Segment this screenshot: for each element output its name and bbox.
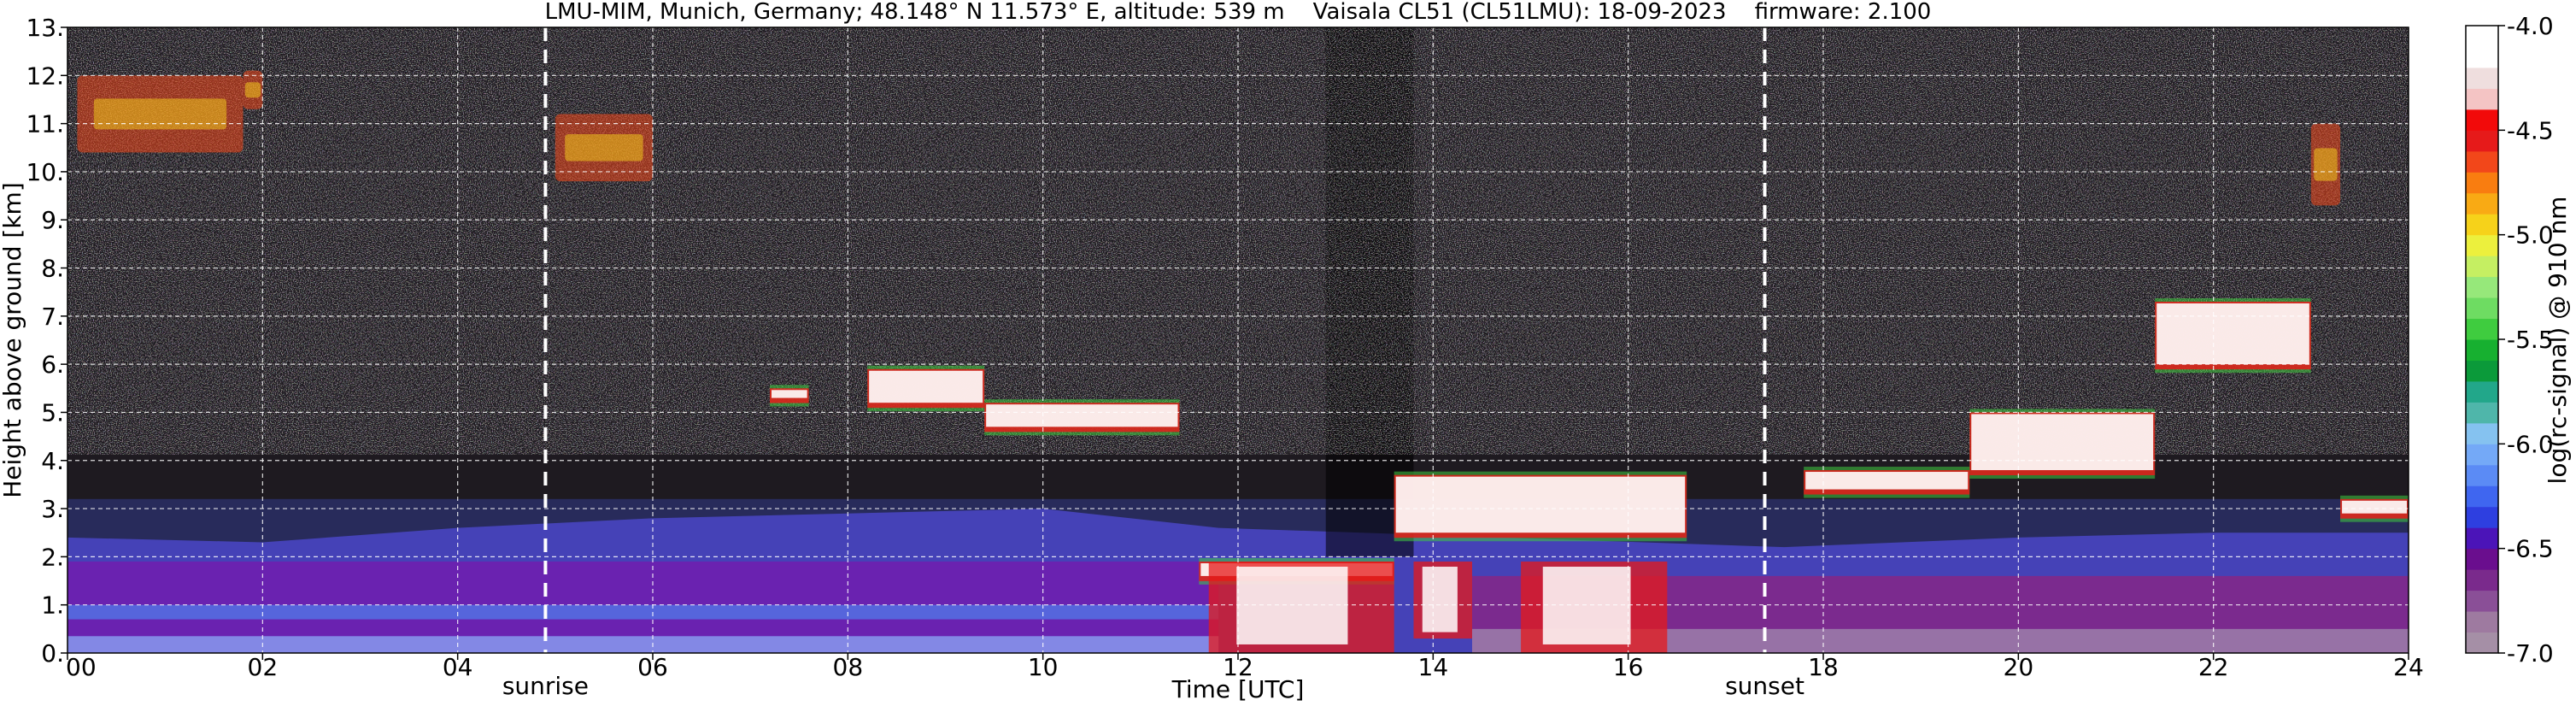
x-tick-label-0: 00 — [66, 653, 97, 681]
y-tick-label-5: 5. — [41, 398, 64, 427]
y-tick-label-8: 8. — [41, 255, 64, 283]
colorbar-segment-20 — [2466, 214, 2498, 236]
y-tick-label-12: 12. — [26, 62, 64, 90]
colorbar-tick-label-5: -6.5 — [2507, 535, 2554, 563]
colorbar-segment-14 — [2466, 339, 2498, 361]
y-axis-ticks: 0. 1. 2. 3. 4. 5. 6. 7. 8. 9. 10. 11. 12. 13. — [26, 14, 67, 668]
colorbar-segment-23 — [2466, 150, 2498, 173]
cloud-base-2 — [986, 404, 1178, 427]
y-tick-label-9: 9. — [41, 206, 64, 234]
cloud-base-5 — [1805, 472, 1969, 490]
colorbar-segment-4 — [2466, 548, 2498, 570]
cloud-features — [77, 70, 2409, 653]
y-tick-label-6: 6. — [41, 350, 64, 379]
colorbar-label: log(rc-signal) @ 910 nm — [2544, 197, 2572, 485]
cloud-base-6 — [1971, 414, 2154, 471]
colorbar-segment-15 — [2466, 318, 2498, 340]
surface-band-morning — [67, 636, 1219, 653]
y-tick-label-3: 3. — [41, 495, 64, 523]
x-tick-label-9: 18 — [1808, 653, 1839, 681]
event-label-sunset: sunset — [1725, 672, 1804, 700]
colorbar-segment-27 — [2466, 67, 2498, 89]
y-axis-label: Height above ground [km] — [0, 182, 26, 498]
y-tick-label-4: 4. — [41, 447, 64, 475]
colorbar-segment-5 — [2466, 527, 2498, 550]
colorbar-segment-6 — [2466, 506, 2498, 528]
y-tick-label-10: 10. — [26, 158, 64, 186]
event-lines — [543, 27, 1767, 653]
colorbar-segment-29 — [2466, 26, 2498, 47]
colorbar-segment-26 — [2466, 88, 2498, 110]
colorbar-segment-28 — [2466, 46, 2498, 68]
colorbar-segment-17 — [2466, 276, 2498, 298]
colorbar-segment-0 — [2466, 632, 2498, 654]
colorbar-tick-label-0: -4.0 — [2507, 12, 2554, 40]
colorbar-segment-8 — [2466, 464, 2498, 486]
y-tick-label-11: 11. — [26, 110, 64, 138]
fall-streak-core-1 — [1422, 567, 1458, 632]
chart-title: LMU-MIM, Munich, Germany; 48.148° N 11.5… — [545, 0, 1932, 25]
event-label-sunrise: sunrise — [502, 672, 589, 700]
grid-lines — [67, 27, 2409, 653]
cirrus-core-0 — [93, 98, 227, 130]
colorbar-segment-19 — [2466, 234, 2498, 256]
fall-streak-core-0 — [1236, 567, 1348, 644]
x-tick-label-7: 14 — [1418, 653, 1449, 681]
cirrus-core-2 — [565, 134, 643, 162]
x-tick-label-11: 22 — [2198, 653, 2229, 681]
cloud-base-1 — [869, 370, 983, 403]
x-tick-label-8: 16 — [1613, 653, 1644, 681]
x-tick-label-1: 02 — [248, 653, 279, 681]
x-tick-label-3: 06 — [637, 653, 668, 681]
colorbar-segment-10 — [2466, 422, 2498, 444]
cloud-base-7 — [2156, 303, 2309, 365]
colorbar-segment-2 — [2466, 590, 2498, 612]
colorbar: -4.0 -4.5 -5.0 -5.5 -6.0 -6.5 -7.0 — [2465, 12, 2554, 668]
colorbar-tick-label-6: -7.0 — [2507, 639, 2554, 668]
x-tick-label-12: 24 — [2393, 653, 2424, 681]
colorbar-tick-label-4: -6.0 — [2507, 430, 2554, 458]
cloud-base-8 — [2342, 500, 2407, 514]
colorbar-segment-24 — [2466, 130, 2498, 152]
colorbar-tick-label-1: -4.5 — [2507, 116, 2554, 144]
colorbar-segment-25 — [2466, 109, 2498, 131]
colorbar-segment-21 — [2466, 192, 2498, 215]
x-tick-label-2: 04 — [443, 653, 473, 681]
y-tick-label-0: 0. — [41, 639, 64, 668]
colorbar-segment-22 — [2466, 172, 2498, 194]
x-axis-label: Time [UTC] — [1171, 675, 1305, 703]
plot-area — [67, 27, 2409, 653]
event-labels: sunrise sunset — [502, 672, 1804, 700]
cirrus-core-3 — [2314, 148, 2338, 181]
colorbar-segment-9 — [2466, 444, 2498, 466]
colorbar-segment-1 — [2466, 611, 2498, 633]
cloud-base-0 — [772, 390, 807, 398]
colorbar-tick-label-2: -5.0 — [2507, 221, 2554, 250]
colorbar-segment-7 — [2466, 485, 2498, 508]
fall-streak-core-2 — [1542, 567, 1631, 644]
y-tick-label-7: 7. — [41, 303, 64, 331]
x-tick-label-6: 12 — [1223, 653, 1253, 681]
blue-band-morning — [67, 604, 1219, 620]
x-tick-label-10: 20 — [2004, 653, 2034, 681]
cloud-base-4 — [1395, 476, 1686, 533]
y-tick-label-13: 13. — [26, 14, 64, 42]
colorbar-segment-12 — [2466, 380, 2498, 403]
y-tick-label-2: 2. — [41, 543, 64, 571]
x-tick-label-4: 08 — [833, 653, 864, 681]
colorbar-segment-11 — [2466, 402, 2498, 424]
x-tick-label-5: 10 — [1028, 653, 1059, 681]
colorbar-segment-18 — [2466, 256, 2498, 278]
colorbar-segment-16 — [2466, 297, 2498, 320]
y-tick-label-1: 1. — [41, 591, 64, 620]
colorbar-tick-label-3: -5.5 — [2507, 326, 2554, 354]
colorbar-segment-13 — [2466, 360, 2498, 382]
cirrus-core-1 — [244, 82, 261, 98]
colorbar-segment-3 — [2466, 569, 2498, 591]
x-axis-ticks: 00 02 04 06 08 10 12 14 16 18 20 22 24 — [66, 653, 2424, 681]
